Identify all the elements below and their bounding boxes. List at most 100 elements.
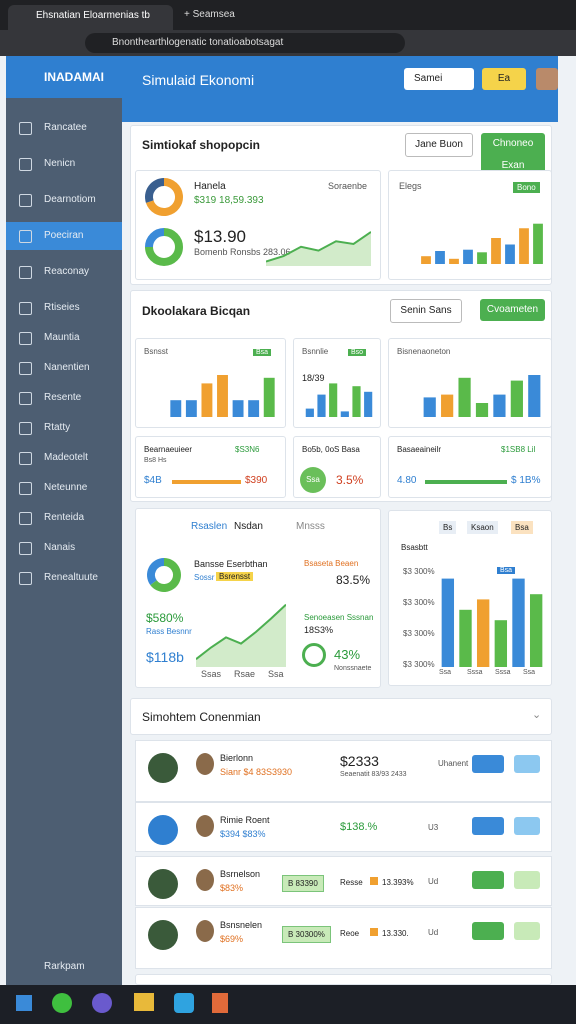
button[interactable] <box>472 871 504 889</box>
section-panel <box>130 698 552 735</box>
select[interactable]: Samei <box>404 68 474 90</box>
bar <box>441 394 454 417</box>
nav-item[interactable]: Reaconay <box>6 258 122 286</box>
line <box>266 231 371 263</box>
chart-title: Bsasbtt <box>401 543 428 552</box>
nav-item[interactable]: Rancatee <box>6 114 122 142</box>
button[interactable] <box>514 871 540 889</box>
start[interactable] <box>16 995 32 1011</box>
nav-item[interactable]: Mauntia <box>6 324 122 352</box>
button[interactable]: Jane Buon <box>405 133 473 157</box>
sub: $83% <box>220 883 244 893</box>
header: Simulaid Ekonomi Samei Ea <box>122 56 558 122</box>
app[interactable] <box>134 993 154 1011</box>
tab[interactable]: Ksaon <box>467 521 498 534</box>
app[interactable] <box>92 993 112 1013</box>
chart <box>441 578 543 667</box>
button[interactable] <box>514 817 540 835</box>
amount: $138.% <box>340 821 378 833</box>
avatar[interactable] <box>536 68 558 90</box>
tab[interactable]: Bs <box>439 521 457 534</box>
button[interactable] <box>472 755 504 773</box>
value: $1SB8 Lil <box>501 445 536 454</box>
sidebar-footer[interactable]: Rarkpam <box>44 961 85 972</box>
value: 13.330. <box>382 929 409 938</box>
bar <box>201 383 213 417</box>
big-value: $13.90 <box>194 227 246 246</box>
button[interactable]: Chnoneo Exan <box>481 133 545 177</box>
taskbar <box>0 985 576 1024</box>
icon <box>370 928 378 936</box>
card-title: Bsnsst <box>144 347 169 356</box>
button[interactable]: Senin Sans <box>390 299 462 323</box>
new-tab[interactable]: + Seamsea <box>184 9 235 20</box>
label: Soraenbe <box>328 181 368 191</box>
button[interactable] <box>472 922 504 940</box>
nav-item[interactable]: Nenicn <box>6 150 122 178</box>
chevron[interactable]: ⌄ <box>532 709 542 721</box>
y-tick-label: $3 300% <box>403 567 435 576</box>
app[interactable] <box>212 993 228 1013</box>
y-tick-label: $3 300% <box>403 598 435 607</box>
nav-item[interactable]: Renealtuute <box>6 564 122 592</box>
nav-item[interactable]: Poeciran <box>6 222 122 250</box>
card: Bearnaeuieer $S3N6 Bs8 Hs $4B $390 <box>135 436 286 498</box>
card-title: Elegs <box>399 181 422 191</box>
donut-segment <box>145 178 183 216</box>
button[interactable] <box>514 922 540 940</box>
x-tick-label: Ssa <box>523 669 536 676</box>
x-tick-label: Sssa <box>495 669 511 676</box>
nav-item[interactable]: Rtatty <box>6 414 122 442</box>
app[interactable] <box>52 993 72 1013</box>
bar <box>217 375 228 417</box>
nav-item[interactable]: Madeotelt <box>6 444 122 472</box>
tag: Uhanent <box>438 759 469 768</box>
value: $S3N6 <box>235 445 260 454</box>
section-title: Simohtem Conenmian <box>142 710 261 724</box>
donut-segment <box>145 178 165 203</box>
button[interactable] <box>514 755 540 773</box>
bar <box>494 620 508 667</box>
name: Rimie Roent <box>220 815 270 825</box>
avatar <box>196 920 214 942</box>
card: Rsaslen Nsdan Mnsss Bansse Eserbthan Sos… <box>135 508 381 688</box>
stat: $580% <box>146 611 184 625</box>
button[interactable]: Cvoameten <box>480 299 545 321</box>
axis-label: Ssas <box>201 669 222 679</box>
tab[interactable]: Nsdan <box>234 521 263 532</box>
card-title: Bsnnlie <box>302 347 329 356</box>
bar <box>491 238 501 264</box>
nav-item[interactable]: Nanais <box>6 534 122 562</box>
tab[interactable]: Mnsss <box>296 521 325 532</box>
y-tick-label: $3 300% <box>403 660 435 669</box>
card-title: Bo5b, 0oS Basa <box>302 445 360 454</box>
sub: $394 $83% <box>220 829 266 839</box>
tab[interactable]: Rsaslen <box>191 521 228 532</box>
nav-item[interactable]: Renteida <box>6 504 122 532</box>
nav-item[interactable]: Dearnotiom <box>6 186 122 214</box>
y-tick-label: $3 300% <box>403 629 435 638</box>
chart <box>421 223 543 264</box>
header-button[interactable]: Ea <box>482 68 526 90</box>
button[interactable] <box>472 817 504 835</box>
label: 4.80 <box>397 475 417 486</box>
bar <box>529 594 543 667</box>
progress <box>172 480 241 484</box>
nav-item[interactable]: Rtiseies <box>6 294 122 322</box>
axis-label: Rsae <box>234 669 256 679</box>
chart <box>423 375 541 417</box>
avatar <box>148 869 178 899</box>
avatar <box>196 753 214 775</box>
bar <box>185 400 197 417</box>
app[interactable] <box>174 993 194 1013</box>
nav-item[interactable]: Neteunne <box>6 474 122 502</box>
avatar <box>148 753 178 783</box>
line-area <box>196 604 286 667</box>
x-tick-label: Ssa <box>439 669 452 676</box>
tab[interactable] <box>8 5 173 30</box>
card: Basaeaineilr $1SB8 Lil 4.80 $ 1B% <box>388 436 552 498</box>
nav-item[interactable]: Nanentien <box>6 354 122 382</box>
tab[interactable]: Bsa <box>511 521 533 534</box>
nav-item[interactable]: Resente <box>6 384 122 412</box>
url-box[interactable] <box>85 33 405 53</box>
